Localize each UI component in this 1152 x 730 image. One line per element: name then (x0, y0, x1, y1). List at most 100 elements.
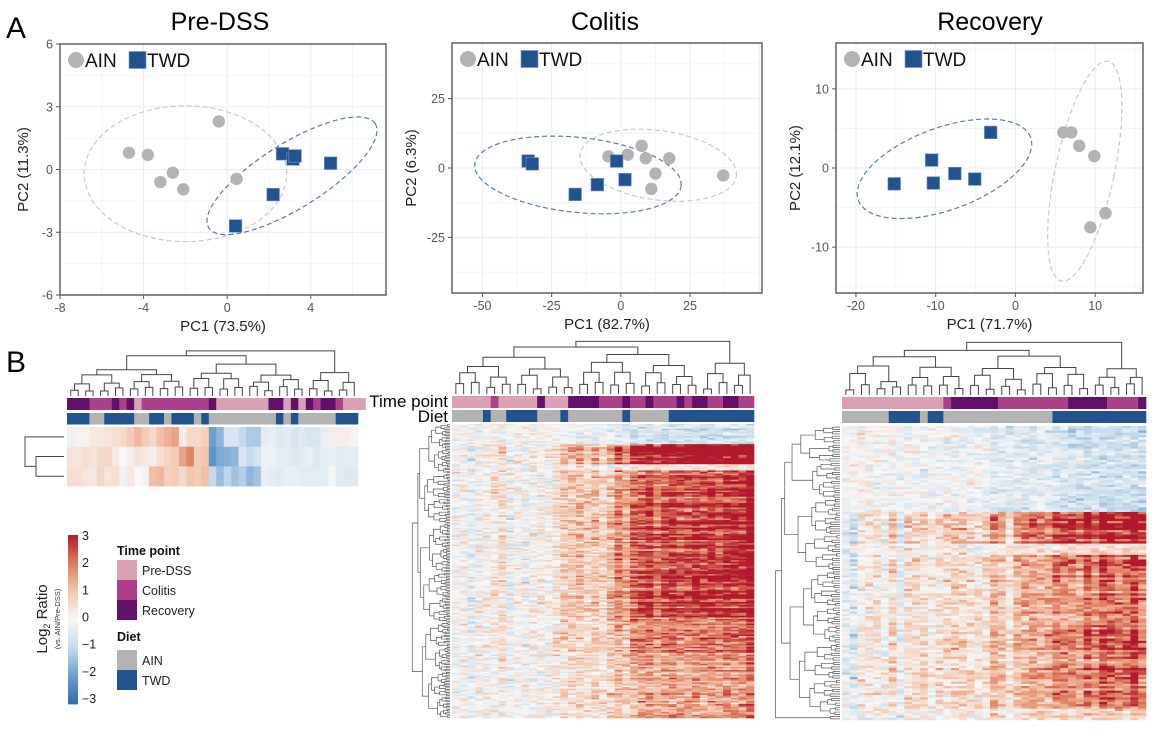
heatmap-cell (591, 470, 600, 473)
heatmap-cell (591, 495, 600, 498)
heatmap-cell (521, 454, 530, 457)
heatmap-cell (699, 546, 708, 549)
heatmap-cell (637, 526, 646, 528)
heatmap-cell (746, 467, 755, 470)
heatmap-cell (482, 467, 492, 470)
heatmap-cell (544, 521, 553, 524)
heatmap-cell (537, 428, 546, 431)
heatmap-cell (452, 552, 461, 555)
heatmap-cell (630, 563, 639, 566)
heatmap-cell (715, 504, 724, 507)
heatmap-cell (738, 428, 747, 431)
heatmap-cell (622, 501, 631, 504)
heatmap-cell (668, 506, 677, 508)
heatmap-cell (730, 431, 739, 434)
heatmap-cell (661, 553, 670, 556)
heatmap-cell (568, 487, 577, 490)
data-point-ain (635, 139, 648, 152)
heatmap-cell (111, 446, 120, 467)
heatmap-cell (560, 509, 569, 511)
heatmap-cell (552, 552, 561, 555)
heatmap-cell (498, 444, 507, 446)
heatmap-cell (715, 495, 724, 498)
heatmap-cell (668, 553, 677, 556)
heatmap-cell (498, 558, 507, 561)
heatmap-cell (730, 549, 739, 552)
heatmap-cell (537, 501, 546, 504)
heatmap-cell (715, 547, 724, 550)
heatmap-cell (552, 445, 561, 448)
heatmap-cell (614, 433, 623, 436)
heatmap-cell (583, 538, 592, 541)
heatmap-cell (661, 479, 670, 482)
heatmap-cell (452, 441, 461, 443)
heatmap-cell (521, 509, 530, 511)
heatmap-cell (498, 513, 507, 516)
heatmap-cell (684, 441, 693, 443)
heatmap-cell (475, 451, 484, 454)
heatmap-cell (275, 427, 284, 447)
heatmap-cell (529, 424, 538, 426)
heatmap-cell (730, 445, 739, 448)
heatmap-cell (552, 538, 561, 541)
heatmap-cell (529, 507, 538, 510)
heatmap-cell (622, 541, 631, 544)
heatmap-cell (452, 563, 461, 566)
heatmap-cell (544, 547, 553, 550)
heatmap-cell (552, 490, 561, 493)
heatmap-cell (637, 538, 646, 541)
heatmap-cell (606, 496, 615, 499)
heatmap-cell (622, 499, 631, 502)
heatmap-cell (676, 549, 685, 552)
heatmap-cell (506, 563, 515, 566)
heatmap-cell (645, 464, 654, 467)
heatmap-cell (475, 492, 484, 494)
heatmap-cell (668, 496, 677, 499)
heatmap-cell (707, 493, 716, 496)
heatmap-cell (568, 546, 577, 549)
heatmap-cell (521, 478, 530, 481)
heatmap-cell (513, 510, 522, 513)
heatmap-cell (614, 479, 623, 482)
heatmap-cell (630, 543, 639, 545)
heatmap-cell (506, 468, 515, 471)
heatmap-cell (238, 427, 247, 447)
heatmap-cell (653, 468, 662, 471)
heatmap-cell (645, 424, 654, 426)
heatmap-cell (490, 501, 499, 504)
heatmap-cell (599, 441, 608, 443)
heatmap-cell (715, 454, 724, 457)
heatmap-cell (707, 544, 716, 547)
heatmap-cell (676, 493, 685, 496)
heatmap-cell (715, 490, 724, 493)
heatmap-cell (521, 512, 530, 515)
heatmap-cell (707, 468, 716, 471)
heatmap-cell (475, 454, 484, 457)
heatmap-cell (568, 526, 577, 528)
heatmap-cell (599, 482, 608, 485)
diet-annotation-twd (560, 410, 569, 422)
heatmap-cell (490, 454, 499, 457)
heatmap-cell (699, 507, 708, 510)
x-tick-label: 25 (683, 299, 697, 313)
heatmap-cell (676, 482, 685, 485)
heatmap-cell (490, 488, 499, 491)
heatmap-cell (630, 441, 639, 443)
heatmap-cell (552, 450, 561, 453)
heatmap-cell (568, 495, 577, 498)
heatmap-cell (637, 550, 646, 553)
heatmap-cell (738, 445, 747, 448)
heatmap-cell (661, 441, 670, 443)
heatmap-cell (119, 446, 127, 467)
heatmap-cell (699, 437, 708, 440)
heatmap-cell (746, 516, 755, 519)
heatmap-cell (668, 533, 677, 536)
heatmap-cell (723, 424, 732, 426)
heatmap-cell (452, 427, 461, 429)
heatmap-cell (630, 509, 639, 511)
heatmap-cell (707, 512, 716, 515)
heatmap-cell (506, 433, 515, 436)
heatmap-cell (506, 507, 515, 510)
heatmap-cell (490, 493, 499, 496)
heatmap-cell (537, 475, 546, 477)
